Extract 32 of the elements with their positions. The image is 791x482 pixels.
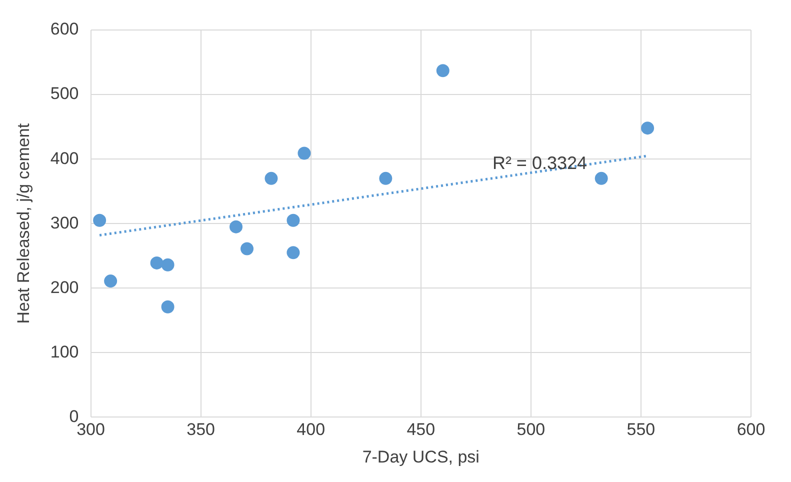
- point: [286, 214, 300, 227]
- x-tick-label: 350: [186, 420, 215, 440]
- point: [230, 220, 243, 234]
- point: [161, 258, 174, 272]
- point: [150, 256, 164, 270]
- x-axis-title: 7-Day UCS, psi: [362, 447, 480, 466]
- y-tick-label: 600: [50, 20, 79, 39]
- point: [93, 214, 106, 227]
- x-tick-label: 400: [296, 420, 326, 440]
- x-tick-label: 550: [626, 420, 656, 440]
- y-tick-label: 500: [50, 84, 79, 104]
- x-tick-label: 300: [76, 420, 105, 440]
- point: [240, 242, 254, 256]
- y-tick-label: 100: [50, 342, 79, 362]
- point: [641, 122, 654, 135]
- point: [379, 172, 392, 185]
- y-tick-label: 200: [50, 278, 79, 297]
- point: [104, 274, 118, 288]
- point: [286, 246, 300, 260]
- point: [264, 172, 278, 185]
- x-tick-label: 500: [516, 420, 546, 440]
- x-tick-label: 600: [736, 420, 766, 440]
- y-tick-label: 300: [50, 213, 79, 232]
- y-tick-label: 400: [50, 148, 79, 168]
- point: [436, 64, 450, 78]
- point: [161, 300, 174, 314]
- y-tick-label: 0: [69, 406, 79, 426]
- annotation: R² = 0.3324: [492, 153, 588, 174]
- y-axis-title: Heat Released, j/g cement: [14, 123, 33, 324]
- point: [298, 146, 311, 160]
- x-tick-label: 450: [406, 420, 436, 440]
- point: [594, 172, 608, 185]
